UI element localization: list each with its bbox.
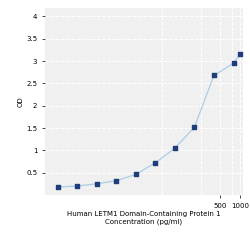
Point (134, 172, 138, 176)
Point (153, 161, 157, 165)
Point (173, 146, 177, 150)
X-axis label: Human LETM1 Domain-Containing Protein 1
Concentration (pg/ml): Human LETM1 Domain-Containing Protein 1 … (67, 212, 220, 225)
Point (114, 179, 118, 183)
Point (212, 73, 216, 77)
Point (56, 185, 60, 189)
Point (75, 184, 79, 188)
Point (95, 182, 99, 186)
Y-axis label: OD: OD (18, 96, 24, 106)
Point (232, 61, 235, 65)
Point (192, 125, 196, 129)
Point (238, 52, 242, 56)
